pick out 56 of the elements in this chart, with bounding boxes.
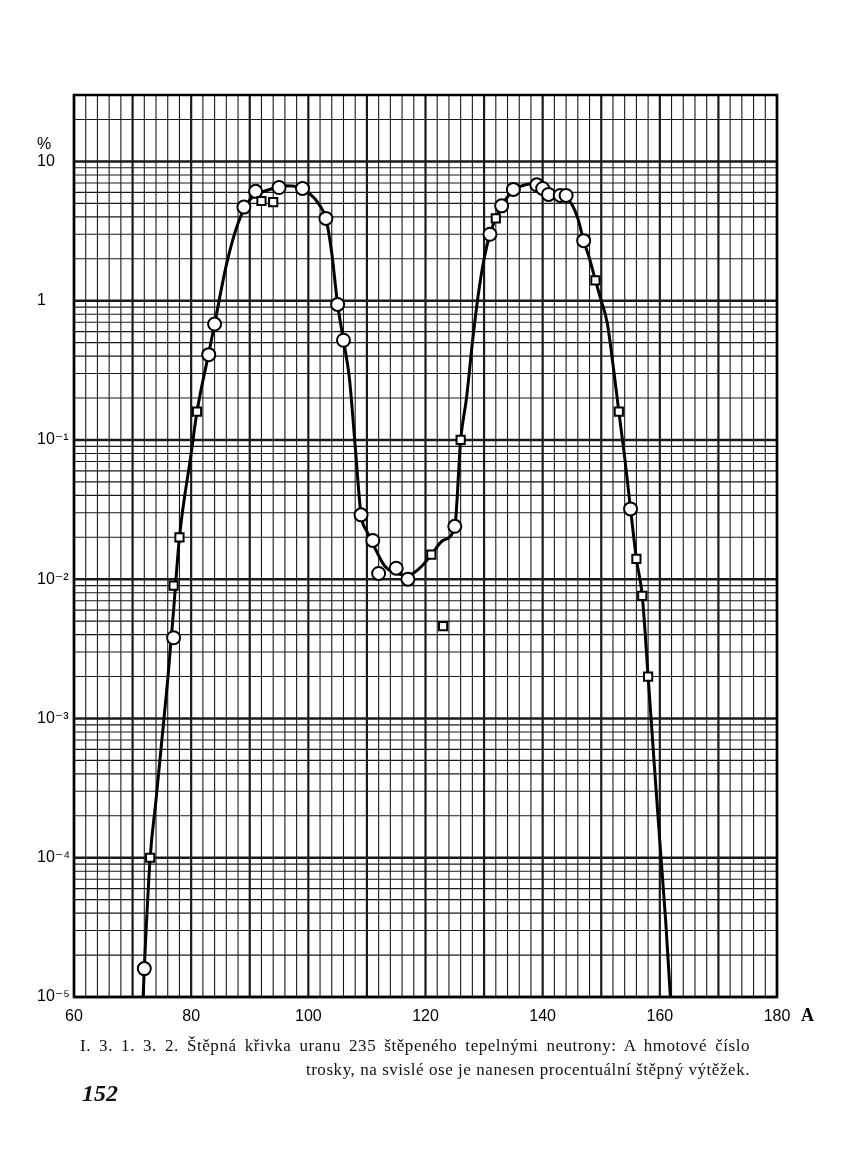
point (447, 518, 463, 534)
point (248, 183, 264, 199)
y-tick-label: 10⁻⁵ (37, 987, 70, 1005)
point (613, 406, 624, 417)
point (318, 210, 334, 226)
point (271, 180, 287, 195)
point (631, 553, 642, 564)
point (426, 549, 437, 560)
point (236, 199, 252, 215)
point (145, 852, 156, 863)
point (365, 532, 381, 548)
y-tick-label: 1 (37, 291, 46, 309)
point (207, 316, 223, 332)
point (388, 560, 404, 576)
point (174, 532, 185, 543)
point (643, 671, 654, 682)
point (168, 580, 179, 591)
point (256, 195, 267, 207)
point (353, 507, 369, 523)
x-tick-label: 140 (529, 1007, 557, 1025)
y-tick-label: 10⁻⁴ (37, 848, 71, 866)
point (371, 565, 387, 581)
y-tick-label: 10⁻² (37, 569, 70, 587)
point (268, 197, 279, 208)
x-tick-label: 80 (182, 1007, 201, 1025)
point (201, 347, 217, 363)
point (494, 198, 510, 214)
point (191, 406, 203, 417)
x-tick-label: 160 (646, 1007, 674, 1025)
point (437, 621, 449, 632)
x-tick-label: 180 (763, 1007, 791, 1025)
y-tick-label: 10⁻³ (37, 708, 70, 726)
point (490, 213, 501, 224)
point (558, 187, 574, 203)
x-tick-label: 60 (65, 1007, 83, 1025)
point (136, 961, 152, 977)
text: 152 (82, 1080, 118, 1107)
point (623, 501, 639, 517)
point (637, 590, 648, 601)
point (482, 226, 498, 242)
point (505, 181, 521, 197)
x-axis-title: A (801, 1004, 814, 1025)
point (576, 233, 592, 249)
y-tick-label: 10 (37, 151, 55, 169)
y-tick-label: 10⁻¹ (37, 430, 69, 448)
x-tick-label: 100 (294, 1007, 322, 1025)
point (166, 630, 182, 646)
point (455, 434, 466, 446)
text: I. 3. 1. 3. 2. Štěpná křivka uranu 235 štěpeného tepelnými neutrony: A hmotové číslo trosky, na svislé ose je nanesen procentuální štěpný výtěžek. (80, 1036, 750, 1079)
point (590, 275, 601, 286)
point (335, 332, 351, 348)
point (330, 296, 346, 312)
point (400, 571, 416, 587)
y-axis-title: % (37, 134, 52, 152)
x-tick-label: 120 (412, 1007, 439, 1025)
point (294, 180, 310, 196)
